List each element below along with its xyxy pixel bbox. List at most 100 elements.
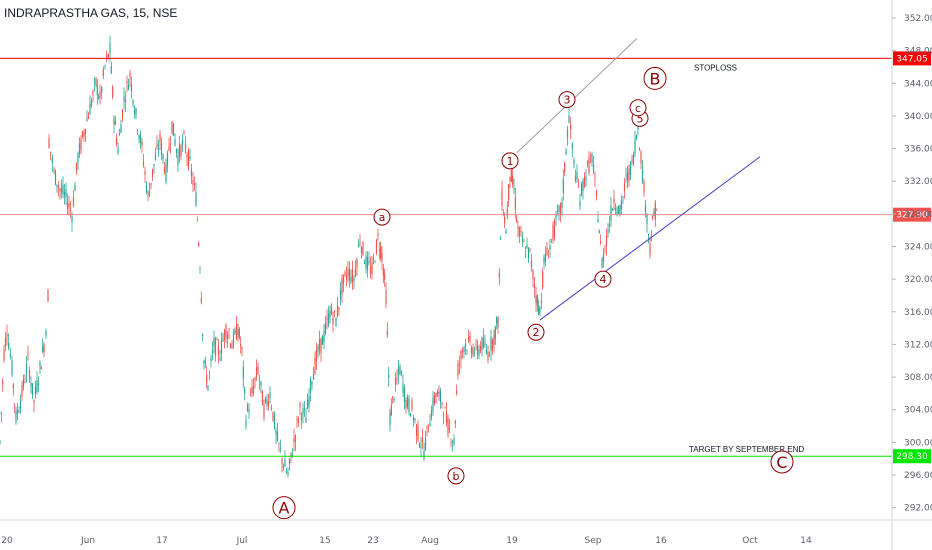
candle-body bbox=[83, 132, 85, 137]
candle-body bbox=[124, 99, 127, 103]
wave-label-circle[interactable] bbox=[373, 208, 391, 226]
candle-body bbox=[117, 148, 119, 154]
y-tick-label: 296.00 bbox=[904, 471, 932, 481]
candle-body bbox=[354, 268, 357, 276]
time-axis[interactable]: 20 Jun 17 Jul 15 23 Aug 19 Sep 16 Oct 14 bbox=[0, 519, 932, 546]
candle-body bbox=[347, 268, 349, 276]
annotations-layer: 347.05 327.90 298.30 STOPLOSS TARGET BY SEPT… bbox=[0, 38, 931, 520]
candle-body bbox=[513, 187, 515, 190]
wave-label-a: a bbox=[379, 211, 386, 224]
candle-body bbox=[87, 115, 90, 119]
candle-body bbox=[506, 208, 508, 216]
stoploss-annotation: STOPLOSS bbox=[694, 63, 737, 72]
candle-body bbox=[303, 408, 306, 410]
candle-body bbox=[494, 326, 496, 339]
candle-body bbox=[160, 143, 163, 155]
wave-label-circle[interactable] bbox=[643, 66, 667, 90]
candle-body bbox=[28, 369, 31, 380]
candle-body bbox=[623, 183, 626, 192]
candle-body bbox=[321, 335, 324, 345]
candle-body bbox=[553, 221, 556, 237]
candle-body bbox=[371, 262, 373, 275]
candle-body bbox=[257, 366, 259, 374]
candle-body bbox=[597, 219, 599, 223]
level-price-tag bbox=[893, 449, 931, 464]
candle-body bbox=[290, 452, 292, 457]
x-tick-label: 15 bbox=[319, 536, 330, 546]
wave-label-b: b bbox=[453, 470, 460, 483]
candle-body bbox=[75, 162, 78, 171]
candle-body bbox=[374, 261, 376, 263]
candle-body bbox=[276, 431, 279, 441]
candle-body bbox=[39, 362, 41, 367]
candle-body bbox=[159, 133, 161, 142]
y-tick-label: 304.00 bbox=[904, 406, 932, 416]
y-tick-label: 308.00 bbox=[904, 373, 932, 383]
candle-body bbox=[101, 87, 103, 93]
candle-body bbox=[385, 290, 387, 305]
candle-body bbox=[562, 179, 564, 193]
candle-body bbox=[204, 360, 206, 363]
candle-body bbox=[433, 395, 436, 403]
candle-body bbox=[430, 410, 433, 419]
y-tick-label: 300.00 bbox=[904, 438, 932, 448]
candle-body bbox=[8, 342, 10, 349]
wave-label-5: 5 bbox=[637, 112, 644, 125]
candle-body bbox=[145, 185, 148, 193]
wave-label-circle[interactable] bbox=[770, 450, 794, 474]
candle-body bbox=[389, 412, 391, 426]
candle-body bbox=[439, 391, 442, 403]
candle-body bbox=[199, 268, 201, 270]
candle-body bbox=[400, 371, 403, 374]
candle-body bbox=[436, 391, 439, 397]
candle-body bbox=[6, 333, 8, 337]
candle-body bbox=[248, 409, 250, 413]
candle-body bbox=[378, 249, 380, 251]
candle-body bbox=[96, 84, 98, 96]
candle-body bbox=[238, 328, 240, 338]
candle-body bbox=[520, 230, 522, 232]
candle-body bbox=[234, 329, 236, 334]
candle-body bbox=[252, 386, 255, 393]
candle-body bbox=[535, 295, 537, 303]
candle-body bbox=[496, 317, 498, 324]
candle-body bbox=[357, 244, 360, 247]
candle-body bbox=[148, 190, 151, 197]
candle-body bbox=[438, 391, 440, 395]
candle-body bbox=[136, 130, 139, 132]
candle-body bbox=[102, 69, 104, 76]
candle-body bbox=[635, 135, 638, 139]
candle-body bbox=[505, 230, 507, 234]
candle-body bbox=[237, 329, 239, 336]
candle-body bbox=[126, 81, 128, 83]
wave-label-circle[interactable] bbox=[272, 496, 296, 520]
candle-body bbox=[320, 338, 322, 353]
wave-label-circle[interactable] bbox=[558, 91, 576, 109]
wave-label-circle[interactable] bbox=[629, 99, 647, 117]
candle-body bbox=[98, 96, 100, 99]
candle-body bbox=[47, 290, 49, 302]
wave-label-1: 1 bbox=[507, 155, 514, 168]
candle-body bbox=[116, 138, 118, 144]
trend-line-0[interactable] bbox=[516, 38, 638, 154]
candle-body bbox=[577, 186, 580, 188]
trend-line-1[interactable] bbox=[539, 156, 761, 321]
candle-body bbox=[200, 298, 202, 303]
price-axis[interactable]: 352.00 348.00 344.00 340.00 336.00 332.00 328.… bbox=[891, 0, 932, 550]
candle-body bbox=[641, 169, 644, 182]
candle-body bbox=[330, 306, 333, 315]
wave-label-circle[interactable] bbox=[594, 270, 612, 288]
candle-body bbox=[637, 124, 639, 130]
wave-label-circle[interactable] bbox=[501, 152, 519, 170]
candle-body bbox=[650, 239, 652, 241]
wave-label-circle[interactable] bbox=[447, 467, 465, 485]
wave-label-circle[interactable] bbox=[527, 323, 545, 341]
candle-body bbox=[177, 155, 179, 166]
candle-body bbox=[258, 379, 261, 381]
candle-body bbox=[156, 144, 158, 148]
candle-body bbox=[616, 211, 618, 215]
y-tick-label: 316.00 bbox=[904, 308, 932, 318]
candle-body bbox=[299, 402, 301, 408]
candle-body bbox=[121, 109, 124, 120]
